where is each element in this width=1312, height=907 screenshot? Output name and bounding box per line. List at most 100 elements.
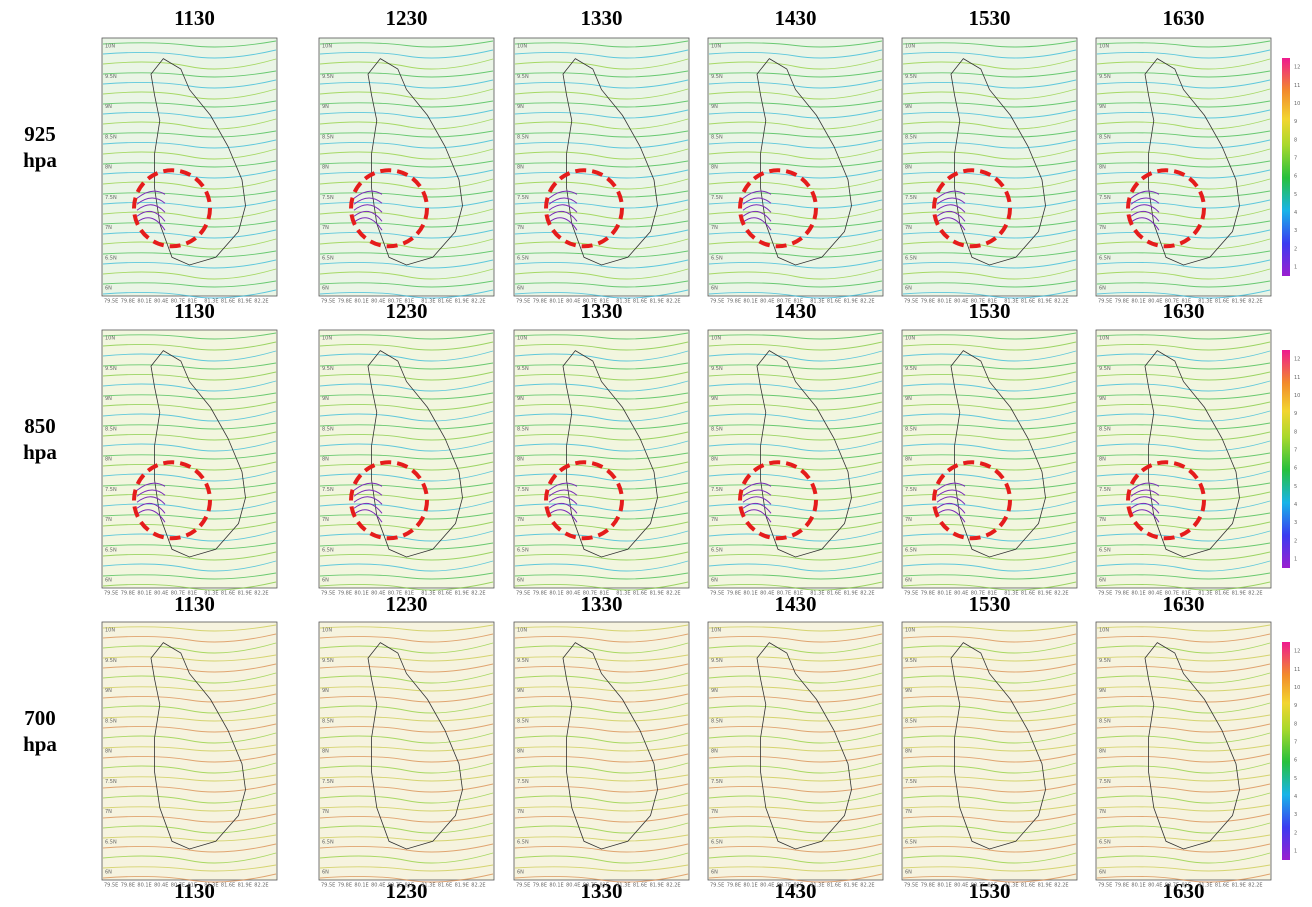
lat-label: 6N	[517, 578, 524, 584]
lon-label: 80.7E	[1165, 591, 1179, 597]
colorbar-label: 9	[1294, 411, 1297, 417]
lat-label: 7.5N	[711, 779, 723, 785]
lat-label: 8N	[105, 749, 112, 755]
lat-label: 6N	[105, 286, 112, 292]
colorbar-label: 7	[1294, 155, 1297, 161]
lon-label: 80.1E	[937, 299, 951, 305]
lon-label: 80.7E	[971, 299, 985, 305]
lon-label: 82.2E	[860, 299, 874, 305]
lat-label: 8.5N	[517, 718, 529, 724]
lon-label: 82.2E	[1248, 299, 1262, 305]
lon-label: 81E	[188, 591, 198, 597]
lon-label: 81.3E	[1004, 591, 1018, 597]
figure: 1130123013301430153016301130123013301430…	[0, 0, 1312, 907]
lon-label: 79.8E	[727, 591, 741, 597]
lat-label: 8N	[905, 165, 912, 171]
lat-label: 6N	[1099, 870, 1106, 876]
colorbar-label: 12	[1294, 357, 1300, 363]
lon-label: 80.7E	[777, 883, 791, 889]
lon-label: 80.1E	[549, 299, 563, 305]
lon-label: 81E	[1182, 299, 1192, 305]
lon-label: 79.8E	[727, 299, 741, 305]
lat-label: 8N	[905, 749, 912, 755]
lat-label: 7N	[517, 809, 524, 815]
lon-label: 82.2E	[666, 299, 680, 305]
lat-label: 7.5N	[711, 195, 723, 201]
lon-label: 80.1E	[137, 299, 151, 305]
map-panel: 10N9.5N9N8.5N8N7.5N7N6.5N6N79.5E79.8E80.…	[1096, 622, 1271, 889]
lon-label: 81.6E	[827, 299, 841, 305]
lon-label: 81E	[1182, 883, 1192, 889]
lat-label: 9N	[322, 104, 329, 110]
lon-label: 81E	[988, 883, 998, 889]
lat-label: 7.5N	[105, 779, 117, 785]
panel-background	[319, 330, 494, 588]
lon-label: 81.6E	[633, 591, 647, 597]
lon-label: 82.2E	[666, 883, 680, 889]
lon-label: 80.4E	[371, 591, 385, 597]
lon-label: 81.6E	[221, 883, 235, 889]
lon-label: 81.6E	[438, 591, 452, 597]
panel-background	[514, 38, 689, 296]
map-panel: 10N9.5N9N8.5N8N7.5N7N6.5N6N79.5E79.8E80.…	[514, 38, 689, 305]
lon-label: 81.9E	[650, 883, 664, 889]
colorbar-label: 7	[1294, 739, 1297, 745]
lon-label: 81.6E	[827, 883, 841, 889]
lon-label: 80.1E	[549, 883, 563, 889]
lat-label: 10N	[905, 628, 915, 634]
lon-label: 81.6E	[438, 299, 452, 305]
lon-label: 81.3E	[204, 591, 218, 597]
colorbar-label: 1	[1294, 264, 1297, 270]
lon-label: 79.8E	[533, 299, 547, 305]
panel-background	[708, 330, 883, 588]
lon-label: 79.8E	[121, 591, 135, 597]
lon-label: 79.8E	[338, 883, 352, 889]
lat-label: 7N	[322, 225, 329, 231]
lon-label: 82.2E	[471, 299, 485, 305]
lat-label: 9.5N	[1099, 74, 1111, 80]
colorbar-label: 3	[1294, 520, 1297, 526]
lat-label: 9N	[1099, 396, 1106, 402]
lat-label: 9.5N	[322, 74, 334, 80]
lon-label: 79.8E	[921, 299, 935, 305]
colorbar-label: 11	[1294, 667, 1300, 673]
panel-background	[708, 38, 883, 296]
lat-label: 9.5N	[711, 366, 723, 372]
colorbar-label: 6	[1294, 174, 1297, 180]
lat-label: 6.5N	[1099, 547, 1111, 553]
lon-label: 80.4E	[760, 591, 774, 597]
lat-label: 6.5N	[517, 255, 529, 261]
lon-label: 80.1E	[1131, 591, 1145, 597]
lat-label: 8N	[711, 165, 718, 171]
panel-background	[514, 622, 689, 880]
lon-label: 80.4E	[566, 299, 580, 305]
lon-label: 82.2E	[254, 883, 268, 889]
colorbar-label: 12	[1294, 65, 1300, 71]
lat-label: 6.5N	[105, 255, 117, 261]
lat-label: 6.5N	[905, 547, 917, 553]
lat-label: 8N	[711, 457, 718, 463]
lat-label: 8.5N	[905, 718, 917, 724]
lon-label: 82.2E	[666, 591, 680, 597]
lon-label: 80.7E	[171, 883, 185, 889]
lat-label: 8.5N	[905, 134, 917, 140]
lat-label: 7N	[905, 517, 912, 523]
lat-label: 7.5N	[905, 487, 917, 493]
lon-label: 80.1E	[137, 591, 151, 597]
lon-label: 81.3E	[1198, 883, 1212, 889]
lat-label: 8.5N	[322, 426, 334, 432]
column-label: 1430	[775, 6, 817, 30]
lon-label: 80.7E	[171, 299, 185, 305]
lat-label: 7N	[711, 809, 718, 815]
lon-label: 80.4E	[154, 883, 168, 889]
lat-label: 9N	[517, 688, 524, 694]
lat-label: 9.5N	[105, 658, 117, 664]
lon-label: 80.4E	[1148, 883, 1162, 889]
lon-label: 79.8E	[533, 883, 547, 889]
lat-label: 6.5N	[517, 839, 529, 845]
colorbar-label: 4	[1294, 210, 1297, 216]
lat-label: 8.5N	[105, 718, 117, 724]
lon-label: 79.5E	[516, 591, 530, 597]
colorbar-label: 12	[1294, 649, 1300, 655]
row-unit: hpa	[23, 148, 57, 172]
